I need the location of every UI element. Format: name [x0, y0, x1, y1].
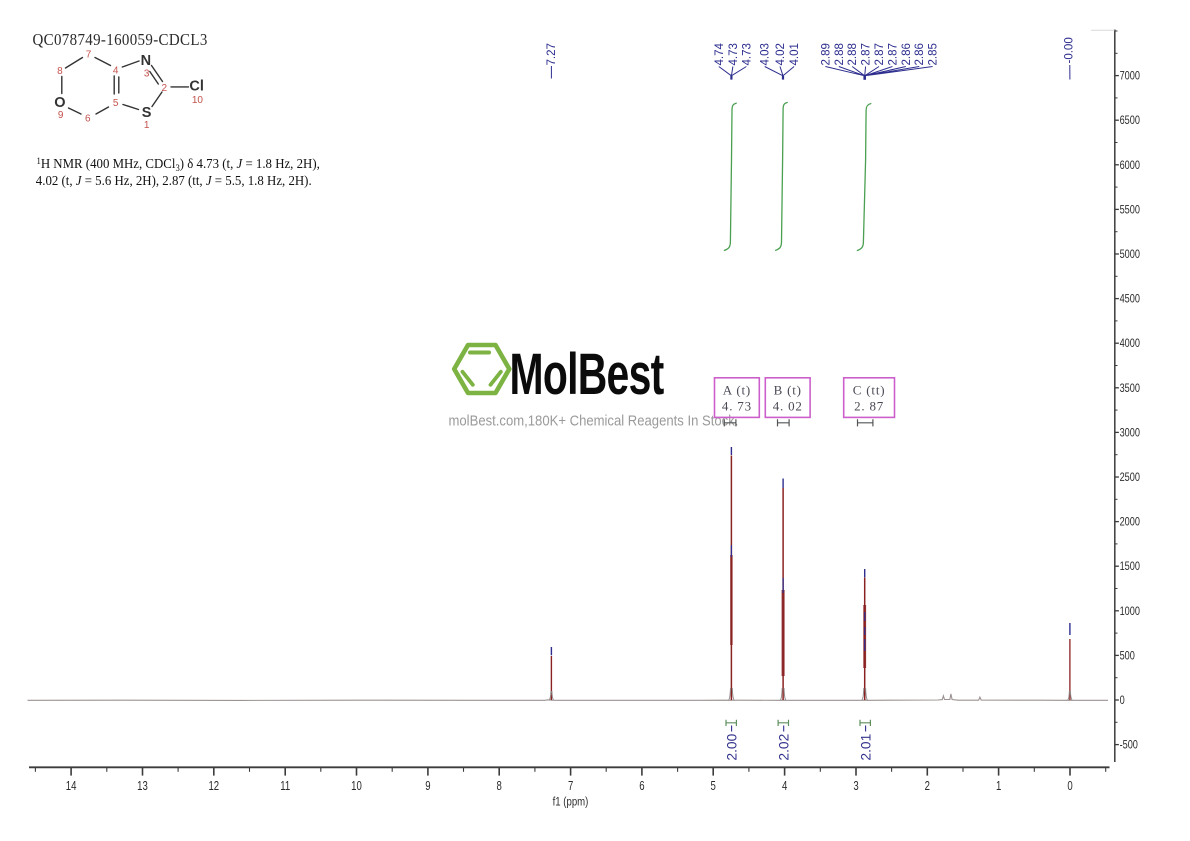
svg-text:4: 4: [782, 780, 787, 794]
svg-text:S: S: [142, 105, 152, 121]
svg-text:O: O: [54, 95, 65, 111]
svg-text:7: 7: [568, 780, 573, 794]
svg-text:2.88: 2.88: [834, 43, 846, 65]
svg-text:2.89: 2.89: [820, 43, 832, 65]
svg-text:10: 10: [351, 780, 362, 794]
svg-text:A (t): A (t): [723, 383, 751, 398]
svg-text:2000: 2000: [1120, 515, 1140, 529]
svg-text:2.87: 2.87: [874, 43, 886, 65]
svg-text:C (tt): C (tt): [853, 383, 886, 398]
svg-text:6000: 6000: [1120, 159, 1140, 173]
svg-text:0: 0: [1120, 694, 1125, 708]
svg-text:4: 4: [113, 66, 119, 77]
svg-text:6500: 6500: [1120, 114, 1140, 128]
svg-text:6: 6: [85, 113, 91, 124]
svg-text:7000: 7000: [1120, 69, 1140, 83]
svg-text:5000: 5000: [1120, 248, 1140, 262]
svg-text:10: 10: [192, 95, 204, 106]
svg-text:MolBest: MolBest: [510, 342, 665, 407]
svg-text:2.86: 2.86: [901, 43, 913, 65]
svg-text:f1 (ppm): f1 (ppm): [553, 796, 589, 809]
svg-text:4.03: 4.03: [760, 43, 772, 65]
svg-text:-500: -500: [1120, 738, 1138, 752]
svg-text:4. 02: 4. 02: [773, 399, 803, 414]
svg-text:8: 8: [497, 780, 502, 794]
svg-text:2. 87: 2. 87: [854, 399, 884, 414]
svg-text:3500: 3500: [1120, 382, 1140, 396]
svg-text:QC078749-160059-CDCL3: QC078749-160059-CDCL3: [33, 31, 208, 49]
svg-text:5: 5: [113, 98, 119, 109]
svg-text:2.85: 2.85: [928, 43, 940, 65]
svg-text:3000: 3000: [1120, 426, 1140, 440]
svg-text:N: N: [141, 53, 151, 69]
svg-text:7.27: 7.27: [546, 43, 558, 65]
svg-text:2500: 2500: [1120, 471, 1140, 485]
svg-text:8: 8: [57, 66, 63, 77]
svg-text:2: 2: [162, 83, 168, 94]
svg-text:2.01: 2.01: [858, 734, 873, 761]
svg-text:4.02 (t, J = 5.6 Hz, 2H), 2.87: 4.02 (t, J = 5.6 Hz, 2H), 2.87 (tt, J = …: [36, 173, 312, 188]
svg-text:Cl: Cl: [189, 79, 204, 95]
svg-text:B (t): B (t): [774, 383, 802, 398]
svg-text:4.74: 4.74: [714, 43, 726, 66]
svg-text:1000: 1000: [1120, 605, 1140, 619]
svg-text:4000: 4000: [1120, 337, 1140, 351]
svg-text:4500: 4500: [1120, 292, 1140, 306]
svg-text:6: 6: [639, 780, 644, 794]
svg-text:2.88: 2.88: [847, 43, 859, 65]
svg-text:4.01: 4.01: [789, 43, 801, 65]
svg-text:4.02: 4.02: [775, 43, 787, 65]
svg-text:4.73: 4.73: [728, 43, 740, 65]
svg-text:0: 0: [1067, 780, 1072, 794]
svg-text:5: 5: [711, 780, 716, 794]
svg-text:7: 7: [86, 50, 92, 61]
svg-text:2: 2: [925, 780, 930, 794]
svg-text:13: 13: [137, 780, 148, 794]
svg-text:3: 3: [144, 69, 150, 80]
svg-text:1: 1: [144, 120, 150, 131]
svg-text:9: 9: [425, 780, 430, 794]
svg-text:2.00: 2.00: [724, 733, 739, 760]
svg-text:1500: 1500: [1120, 560, 1140, 574]
svg-text:12: 12: [208, 780, 219, 794]
svg-text:2.87: 2.87: [861, 43, 873, 65]
svg-text:molBest.com,180K+ Chemical Rea: molBest.com,180K+ Chemical Reagents In S…: [449, 413, 739, 429]
svg-text:1H NMR (400 MHz, CDCl3) δ 4.73: 1H NMR (400 MHz, CDCl3) δ 4.73 (t, J = 1…: [37, 156, 320, 173]
svg-text:14: 14: [66, 780, 77, 794]
svg-text:3: 3: [853, 780, 858, 794]
svg-text:9: 9: [58, 110, 64, 121]
svg-text:11: 11: [280, 780, 290, 794]
svg-text:2.86: 2.86: [914, 43, 926, 65]
svg-text:5500: 5500: [1120, 203, 1140, 217]
svg-text:4. 73: 4. 73: [722, 399, 752, 414]
svg-text:2.87: 2.87: [887, 43, 899, 65]
svg-text:4.73: 4.73: [741, 43, 753, 65]
svg-text:500: 500: [1120, 649, 1135, 663]
svg-text:1: 1: [996, 780, 1001, 794]
svg-text:-0.00: -0.00: [1064, 37, 1076, 63]
svg-text:2.02: 2.02: [776, 734, 791, 761]
